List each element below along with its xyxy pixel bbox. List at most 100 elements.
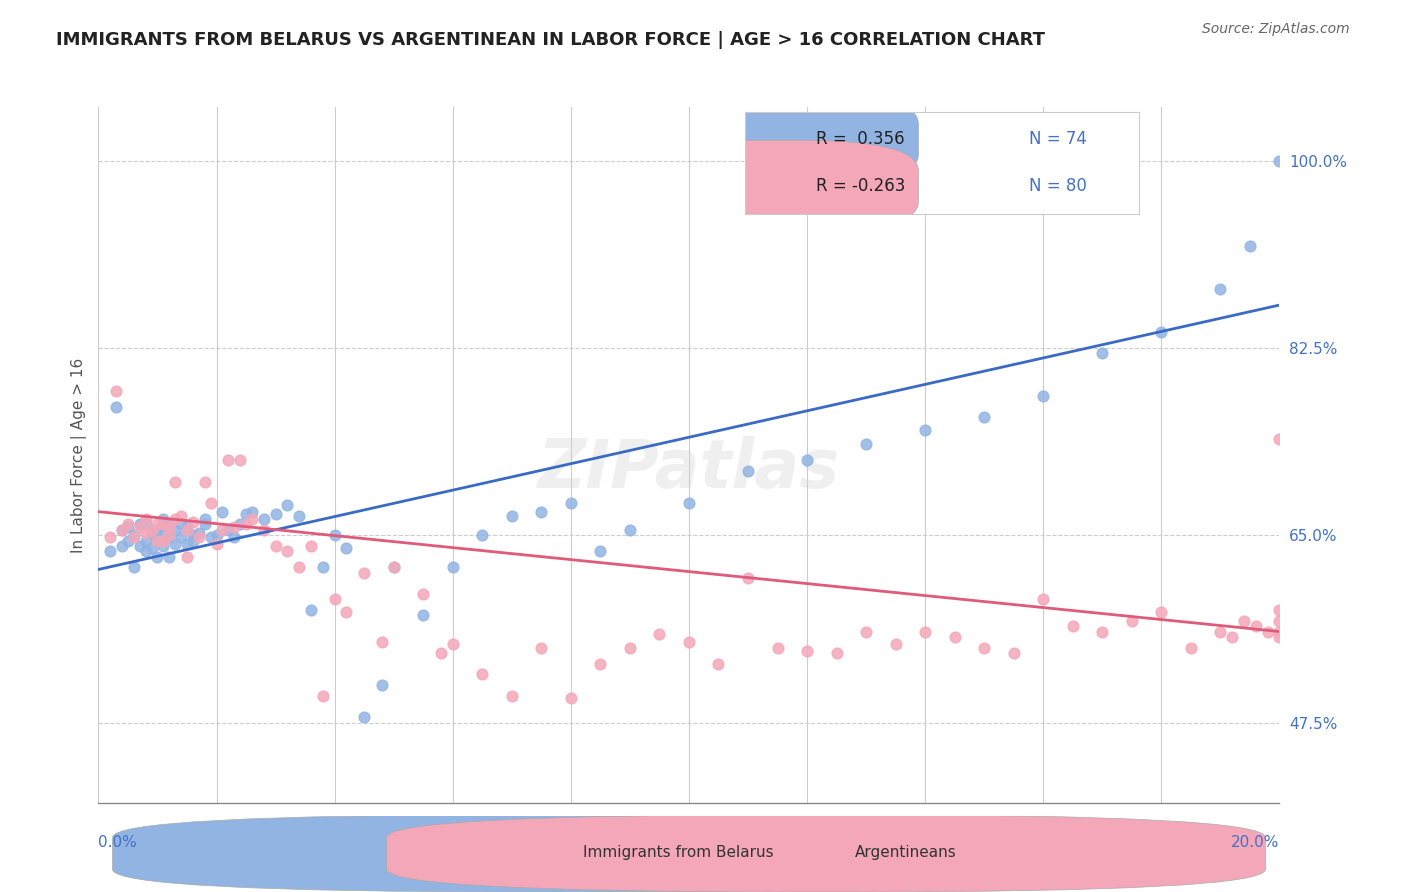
Point: [1091, 346, 1114, 360]
Point: [141, 526, 163, 541]
Point: [217, 453, 239, 467]
Point: [187, 530, 209, 544]
Y-axis label: In Labor Force | Age > 16: In Labor Force | Age > 16: [72, 358, 87, 552]
Point: [471, 528, 494, 542]
Point: [1180, 640, 1202, 655]
Point: [371, 678, 394, 692]
Point: [157, 519, 180, 533]
Point: [1268, 603, 1291, 617]
Point: [1220, 630, 1243, 644]
Point: [1268, 614, 1291, 628]
Point: [884, 637, 907, 651]
Point: [181, 533, 204, 548]
Point: [1209, 282, 1232, 296]
Point: [441, 637, 464, 651]
Point: [152, 526, 174, 541]
Point: [146, 533, 169, 548]
Text: IMMIGRANTS FROM BELARUS VS ARGENTINEAN IN LABOR FORCE | AGE > 16 CORRELATION CHA: IMMIGRANTS FROM BELARUS VS ARGENTINEAN I…: [56, 31, 1045, 49]
Point: [1032, 389, 1054, 403]
Point: [1257, 624, 1279, 639]
Point: [1032, 592, 1054, 607]
Point: [111, 523, 134, 537]
Point: [135, 526, 157, 541]
Point: [299, 603, 322, 617]
Point: [335, 541, 357, 555]
Point: [312, 689, 335, 703]
Point: [382, 560, 405, 574]
Point: [211, 523, 233, 537]
Point: [737, 571, 759, 585]
Point: [170, 530, 193, 544]
Point: [98, 544, 121, 558]
Point: [181, 528, 204, 542]
Point: [194, 517, 217, 532]
Point: [855, 624, 877, 639]
Point: [1239, 239, 1261, 253]
Point: [1233, 614, 1256, 628]
Point: [194, 512, 217, 526]
Point: [678, 496, 700, 510]
Point: [973, 640, 995, 655]
Point: [200, 530, 222, 544]
FancyBboxPatch shape: [643, 140, 918, 233]
Point: [973, 410, 995, 425]
Point: [146, 549, 169, 564]
Point: [146, 533, 169, 548]
Text: ZIPatlas: ZIPatlas: [538, 436, 839, 502]
Point: [176, 519, 198, 533]
Point: [205, 528, 228, 542]
Point: [229, 453, 252, 467]
Point: [707, 657, 730, 671]
Point: [1062, 619, 1084, 633]
Point: [1268, 153, 1291, 168]
Point: [560, 496, 582, 510]
Point: [170, 508, 193, 523]
Text: 0.0%: 0.0%: [98, 836, 138, 850]
Point: [678, 635, 700, 649]
Point: [943, 630, 966, 644]
Point: [165, 475, 187, 489]
Point: [589, 544, 612, 558]
Point: [1091, 624, 1114, 639]
Point: [165, 512, 187, 526]
Point: [530, 640, 553, 655]
Point: [152, 517, 174, 532]
Point: [117, 519, 139, 533]
Point: [412, 587, 434, 601]
Point: [353, 566, 375, 580]
Point: [122, 530, 145, 544]
Point: [1150, 325, 1173, 339]
Point: [323, 528, 346, 542]
FancyBboxPatch shape: [387, 814, 1265, 892]
Point: [619, 523, 641, 537]
Point: [441, 560, 464, 574]
Point: [1244, 619, 1267, 633]
Point: [253, 523, 276, 537]
Point: [98, 530, 121, 544]
Point: [224, 519, 246, 533]
Point: [205, 537, 228, 551]
Point: [211, 505, 233, 519]
Point: [146, 523, 169, 537]
Point: [229, 517, 252, 532]
Point: [111, 539, 134, 553]
Point: [530, 505, 553, 519]
Point: [157, 549, 180, 564]
Point: [412, 608, 434, 623]
Point: [170, 517, 193, 532]
Point: [1268, 432, 1291, 446]
Point: [1002, 646, 1025, 660]
Point: [157, 528, 180, 542]
Point: [157, 530, 180, 544]
Point: [187, 526, 209, 541]
Point: [253, 512, 276, 526]
Point: [122, 560, 145, 574]
Point: [299, 539, 322, 553]
Point: [235, 517, 257, 532]
Point: [235, 507, 257, 521]
Point: [560, 690, 582, 705]
Point: [1121, 614, 1143, 628]
Point: [240, 512, 263, 526]
FancyBboxPatch shape: [643, 93, 918, 186]
Point: [117, 533, 139, 548]
